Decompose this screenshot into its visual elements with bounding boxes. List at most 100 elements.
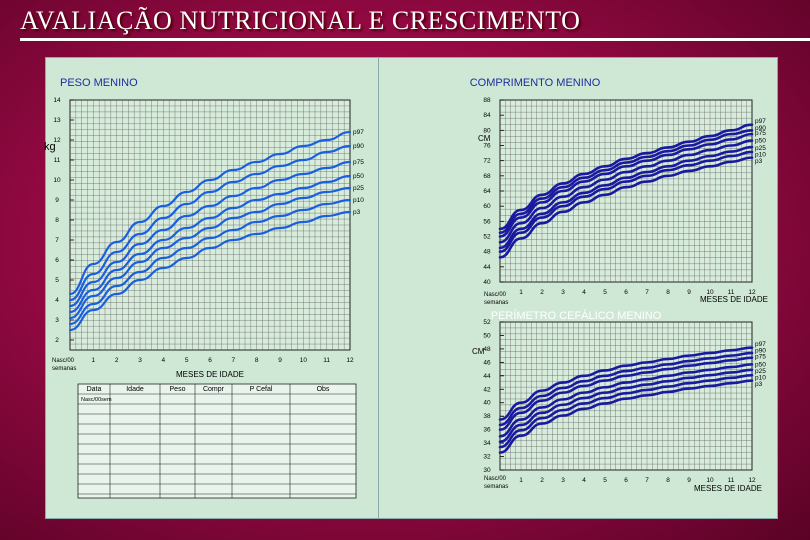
comprimento-x-tick-label: 4 bbox=[582, 289, 586, 296]
comprimento-y-axis-label: CM bbox=[478, 134, 491, 143]
perimetro-series-p97 bbox=[498, 346, 754, 421]
peso-y-tick-label: 11 bbox=[54, 157, 61, 164]
title-divider bbox=[20, 38, 810, 41]
comprimento-y-tick-label: 68 bbox=[483, 173, 491, 180]
peso-x-tick-label: 3 bbox=[138, 357, 142, 364]
peso-x-start-label: Nasc/00 bbox=[52, 358, 75, 364]
perimetro-series-p50 bbox=[498, 363, 754, 438]
peso-x-tick-label: 4 bbox=[162, 357, 166, 364]
comprimento-y-tick-label: 76 bbox=[483, 143, 491, 150]
perimetro-chart-title: PERÍMETRO CEFÁLICO MENINO bbox=[491, 309, 662, 322]
comprimento-x-tick-label: 11 bbox=[728, 289, 735, 296]
peso-y-tick-label: 2 bbox=[55, 337, 59, 344]
comprimento-y-tick-label: 88 bbox=[483, 97, 491, 104]
perimetro-series-p75 bbox=[498, 356, 754, 431]
perimetro-x-tick-label: 5 bbox=[603, 477, 607, 484]
perimetro-y-tick-label: 52 bbox=[483, 319, 491, 326]
perimetro-series-label: p50 bbox=[755, 361, 766, 368]
peso-y-tick-label: 10 bbox=[53, 177, 61, 184]
record-table-header: Peso bbox=[170, 386, 186, 393]
peso-y-tick-label: 9 bbox=[55, 197, 59, 204]
perimetro-x-tick-label: 8 bbox=[666, 477, 670, 484]
peso-series-label: p3 bbox=[353, 209, 361, 216]
comprimento-x-tick-label: 6 bbox=[624, 289, 628, 296]
record-table-header: Obs bbox=[317, 386, 330, 393]
peso-series-label: p90 bbox=[353, 143, 364, 150]
record-table-header: Idade bbox=[126, 386, 144, 393]
peso-x-tick-label: 6 bbox=[208, 357, 212, 364]
perimetro-y-tick-label: 40 bbox=[483, 400, 491, 407]
perimetro-series-p90 bbox=[498, 351, 754, 427]
perimetro-y-tick-label: 38 bbox=[483, 413, 491, 420]
perimetro-y-tick-label: 46 bbox=[483, 359, 491, 366]
comprimento-series-p90 bbox=[498, 129, 754, 235]
perimetro-series-p10 bbox=[498, 373, 754, 449]
perimetro-x-tick-label: 1 bbox=[519, 477, 523, 484]
peso-x-tick-label: 12 bbox=[346, 357, 354, 364]
comprimento-x-tick-label: 7 bbox=[645, 289, 649, 296]
peso-y-tick-label: 3 bbox=[55, 317, 59, 324]
perimetro-y-tick-label: 50 bbox=[483, 332, 491, 339]
comprimento-y-tick-label: 72 bbox=[483, 158, 491, 165]
perimetro-y-tick-label: 44 bbox=[483, 373, 491, 380]
perimetro-series-label: p10 bbox=[755, 375, 766, 382]
peso-y-tick-label: 6 bbox=[55, 257, 59, 264]
comprimento-x-axis-label: MESES DE IDADE bbox=[700, 295, 768, 304]
record-table-header: Compr bbox=[203, 386, 225, 393]
perimetro-y-tick-label: 34 bbox=[483, 440, 491, 447]
comprimento-series-label: p97 bbox=[755, 118, 766, 125]
perimetro-series-p3 bbox=[498, 379, 754, 454]
perimetro-series-label: p90 bbox=[755, 348, 766, 355]
comprimento-x-tick-label: 9 bbox=[687, 289, 691, 296]
record-table-header: Data bbox=[87, 386, 102, 393]
perimetro-x-start-label: Nasc/00 bbox=[484, 476, 507, 482]
peso-series-label: p50 bbox=[353, 173, 364, 180]
peso-x-tick-label: 9 bbox=[278, 357, 282, 364]
perimetro-x-start-label: semanas bbox=[484, 484, 508, 490]
comprimento-x-tick-label: 12 bbox=[748, 289, 756, 296]
perimetro-y-axis-label: CM bbox=[472, 347, 485, 356]
comprimento-y-tick-label: 56 bbox=[483, 218, 491, 225]
comprimento-chart-title: COMPRIMENTO MENINO bbox=[470, 77, 601, 89]
peso-x-tick-label: 1 bbox=[92, 357, 96, 364]
comprimento-x-tick-label: 3 bbox=[561, 289, 565, 296]
comprimento-y-tick-label: 48 bbox=[483, 249, 491, 256]
comprimento-x-tick-label: 2 bbox=[540, 289, 544, 296]
peso-series-p75 bbox=[68, 160, 352, 308]
peso-series-p25 bbox=[68, 186, 352, 320]
comprimento-x-start-label: Nasc/00 bbox=[484, 292, 507, 298]
peso-x-tick-label: 2 bbox=[115, 357, 119, 364]
perimetro-series-label: p25 bbox=[755, 368, 766, 375]
comprimento-y-tick-label: 80 bbox=[483, 127, 491, 134]
comprimento-series-p10 bbox=[498, 150, 754, 253]
comprimento-series-label: p10 bbox=[755, 151, 766, 158]
slide-title: AVALIAÇÃO NUTRICIONAL E CRESCIMENTO bbox=[20, 6, 581, 35]
peso-y-tick-label: 5 bbox=[55, 277, 59, 284]
perimetro-x-tick-label: 4 bbox=[582, 477, 586, 484]
comprimento-series-p3 bbox=[498, 156, 754, 259]
record-table bbox=[77, 383, 357, 499]
peso-x-start-label: semanas bbox=[52, 366, 76, 372]
peso-series-label: p10 bbox=[353, 197, 364, 204]
peso-y-tick-label: 4 bbox=[55, 297, 59, 304]
peso-series-p3 bbox=[68, 210, 352, 332]
comprimento-x-tick-label: 5 bbox=[603, 289, 607, 296]
peso-y-tick-label: 14 bbox=[53, 97, 61, 104]
perimetro-x-tick-label: 6 bbox=[624, 477, 628, 484]
record-table-cell: Nasc/00sem bbox=[81, 397, 112, 403]
peso-y-tick-label: 13 bbox=[53, 117, 61, 124]
comprimento-y-tick-label: 64 bbox=[483, 188, 491, 195]
peso-x-tick-label: 8 bbox=[255, 357, 259, 364]
peso-series-p97 bbox=[68, 130, 352, 296]
comprimento-x-tick-label: 10 bbox=[706, 289, 714, 296]
peso-x-axis-label: MESES DE IDADE bbox=[176, 370, 244, 379]
perimetro-x-tick-label: 9 bbox=[687, 477, 691, 484]
comprimento-series-label: p50 bbox=[755, 138, 766, 145]
perimetro-x-tick-label: 10 bbox=[706, 477, 714, 484]
perimetro-x-tick-label: 12 bbox=[748, 477, 756, 484]
peso-y-axis-label: kg bbox=[44, 141, 56, 153]
comprimento-y-tick-label: 60 bbox=[483, 203, 491, 210]
comprimento-series-p97 bbox=[498, 123, 754, 231]
peso-series-label: p75 bbox=[353, 159, 364, 166]
